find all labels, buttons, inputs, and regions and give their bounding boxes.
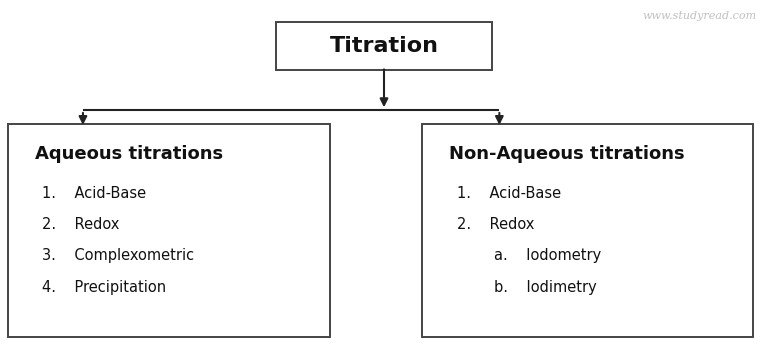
Text: www.studyread.com: www.studyread.com [642, 11, 756, 21]
Text: 1.    Acid-Base: 1. Acid-Base [42, 186, 147, 201]
Text: Titration: Titration [329, 36, 439, 56]
Text: Aqueous titrations: Aqueous titrations [35, 146, 223, 163]
Text: 2.    Redox: 2. Redox [457, 217, 535, 232]
Text: b.    Iodimetry: b. Iodimetry [457, 280, 597, 295]
Text: 4.    Precipitation: 4. Precipitation [42, 280, 167, 295]
Text: 1.    Acid-Base: 1. Acid-Base [457, 186, 561, 201]
Text: Non-Aqueous titrations: Non-Aqueous titrations [449, 146, 685, 163]
FancyBboxPatch shape [422, 124, 753, 337]
FancyBboxPatch shape [8, 124, 330, 337]
FancyBboxPatch shape [276, 22, 492, 70]
Text: 3.    Complexometric: 3. Complexometric [42, 248, 194, 263]
Text: 2.    Redox: 2. Redox [42, 217, 120, 232]
Text: a.    Iodometry: a. Iodometry [457, 248, 601, 263]
